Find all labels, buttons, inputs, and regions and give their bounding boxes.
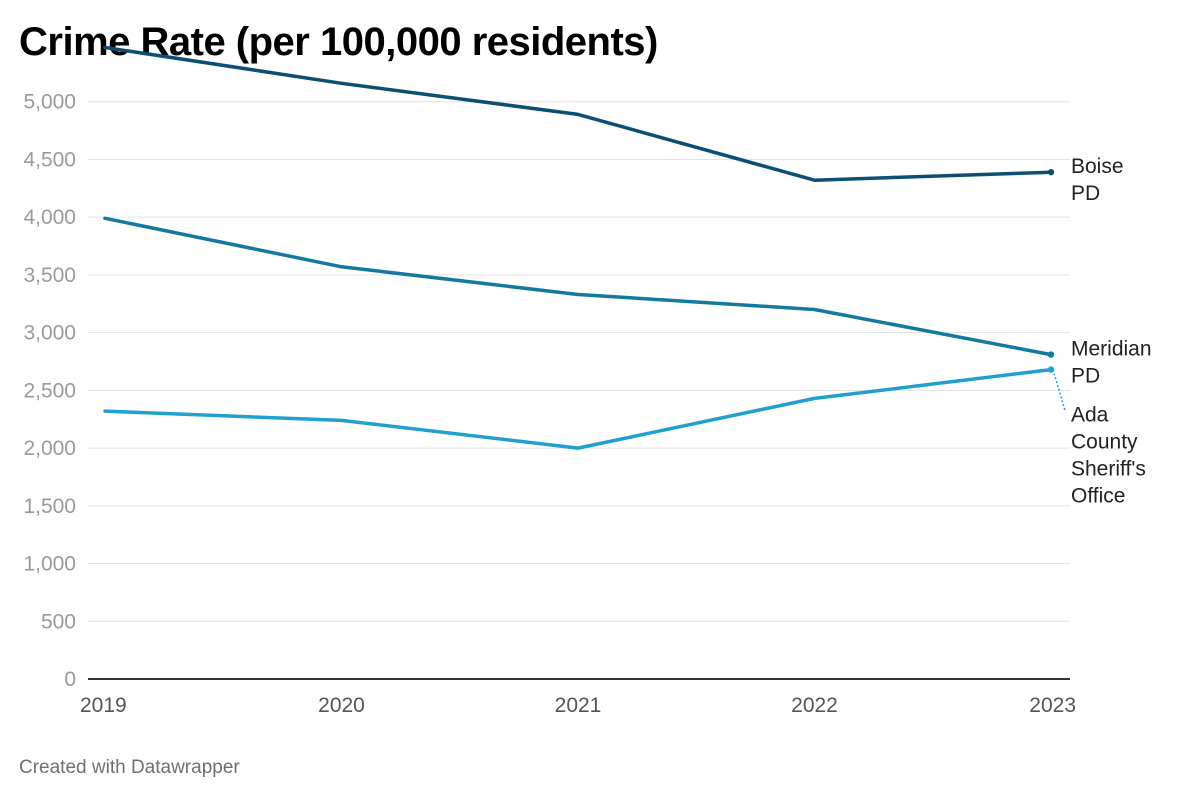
y-tick-label: 4,500	[23, 148, 76, 171]
y-tick-label: 2,500	[23, 379, 76, 402]
y-tick-label: 4,000	[23, 206, 76, 229]
series-label: Ada County Sheriff's Office	[1071, 404, 1146, 508]
x-tick-label: 2023	[1029, 694, 1076, 717]
x-tick-label: 2021	[555, 694, 602, 717]
series-endpoint	[1047, 168, 1055, 176]
x-tick-label: 2020	[318, 694, 365, 717]
y-tick-label: 500	[41, 610, 76, 633]
series-line	[103, 367, 1053, 450]
series-endpoint	[1047, 366, 1055, 373]
chart-title: Crime Rate (per 100,000 residents)	[19, 20, 658, 64]
x-tick-label: 2019	[80, 694, 127, 717]
y-tick-label: 3,500	[23, 264, 76, 287]
y-axis-ticks: 0 500 1,000 1,500 2,000 2,500 3,000 3,500 4,000 4…	[23, 91, 76, 691]
series-lines	[103, 45, 1055, 450]
x-tick-label: 2022	[791, 694, 838, 717]
y-tick-label: 1,000	[23, 553, 76, 576]
series-endpoint	[1047, 351, 1055, 358]
y-tick-label: 2,000	[23, 437, 76, 460]
y-tick-label: 3,000	[23, 322, 76, 345]
x-axis-ticks: 2019 2020 2021 2022 2023	[80, 694, 1076, 717]
series-label: Boise PD	[1071, 155, 1124, 205]
series-line	[103, 45, 1053, 182]
series-label: Meridian PD	[1071, 338, 1152, 388]
y-tick-label: 5,000	[23, 91, 76, 114]
y-tick-label: 0	[64, 668, 76, 691]
label-connector	[1052, 369, 1066, 411]
gridlines	[88, 101, 1070, 680]
y-tick-label: 1,500	[23, 495, 76, 518]
series-labels: Boise PD Meridian PD Ada County Sheriff's Offic…	[1052, 155, 1152, 508]
credit-text: Created with Datawrapper	[19, 757, 240, 778]
series-line	[103, 216, 1053, 357]
